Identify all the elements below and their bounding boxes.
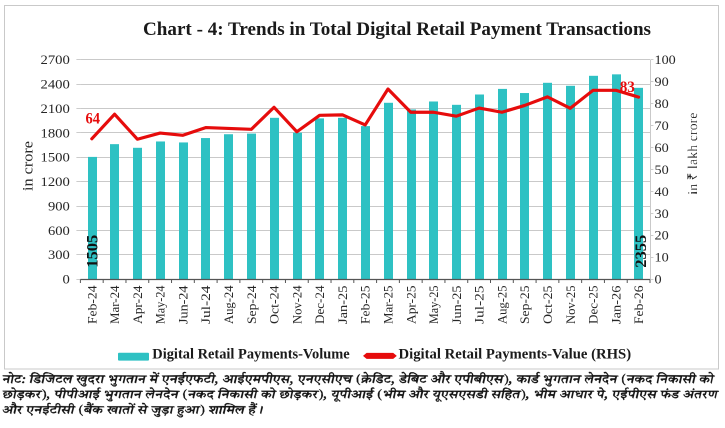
svg-text:2355: 2355 xyxy=(631,235,650,268)
svg-text:1505: 1505 xyxy=(82,235,101,268)
svg-text:2400: 2400 xyxy=(41,77,70,92)
svg-text:64: 64 xyxy=(85,111,100,128)
svg-text:Aug-25: Aug-25 xyxy=(495,286,509,325)
svg-text:40: 40 xyxy=(655,184,669,199)
svg-text:0: 0 xyxy=(655,272,662,287)
svg-text:50: 50 xyxy=(655,162,669,177)
svg-text:0: 0 xyxy=(63,272,70,287)
svg-text:2100: 2100 xyxy=(41,101,70,116)
svg-text:Aug-24: Aug-24 xyxy=(222,285,236,324)
svg-text:Dec-25: Dec-25 xyxy=(587,286,601,325)
svg-text:Mar-24: Mar-24 xyxy=(108,285,122,324)
svg-text:1800: 1800 xyxy=(41,125,70,140)
svg-text:in crore: in crore xyxy=(21,141,37,191)
svg-text:Nov-24: Nov-24 xyxy=(290,285,304,324)
svg-text:Jan-25: Jan-25 xyxy=(336,286,350,325)
svg-text:100: 100 xyxy=(655,52,676,67)
svg-text:1500: 1500 xyxy=(41,150,70,165)
svg-text:Jun-24: Jun-24 xyxy=(176,285,190,324)
svg-text:2700: 2700 xyxy=(41,52,70,67)
svg-text:Jan-26: Jan-26 xyxy=(609,286,623,325)
svg-text:10: 10 xyxy=(655,250,669,265)
svg-text:Jul-25: Jul-25 xyxy=(473,286,487,325)
svg-text:Jul-24: Jul-24 xyxy=(199,285,213,324)
svg-text:Dec-24: Dec-24 xyxy=(313,285,327,324)
svg-text:Feb-24: Feb-24 xyxy=(85,285,99,324)
svg-text:Oct-25: Oct-25 xyxy=(541,286,555,325)
svg-text:Digital Retail Payments-Value: Digital Retail Payments-Value (RHS) xyxy=(399,347,632,363)
svg-text:Apr-25: Apr-25 xyxy=(404,286,418,325)
svg-text:Apr-24: Apr-24 xyxy=(131,285,145,324)
svg-text:Chart - 4: Trends in Total Dig: Chart - 4: Trends in Total Digital Retai… xyxy=(143,19,651,40)
svg-text:600: 600 xyxy=(48,223,70,238)
svg-text:Feb-26: Feb-26 xyxy=(632,286,646,325)
svg-text:May-24: May-24 xyxy=(154,285,168,324)
svg-text:Sep-24: Sep-24 xyxy=(245,285,259,324)
svg-text:900: 900 xyxy=(48,198,70,213)
svg-text:Jun-25: Jun-25 xyxy=(450,286,464,325)
svg-text:70: 70 xyxy=(655,118,669,133)
svg-text:80: 80 xyxy=(655,96,669,111)
svg-text:60: 60 xyxy=(655,140,669,155)
svg-text:90: 90 xyxy=(655,74,669,89)
svg-text:Digital Retail Payments-Volume: Digital Retail Payments-Volume xyxy=(152,347,350,363)
svg-text:Feb-25: Feb-25 xyxy=(359,286,373,325)
svg-text:1200: 1200 xyxy=(41,174,70,189)
svg-text:Nov-25: Nov-25 xyxy=(564,286,578,325)
svg-text:30: 30 xyxy=(655,206,669,221)
svg-text:Oct-24: Oct-24 xyxy=(268,285,282,324)
svg-text:Sep-25: Sep-25 xyxy=(518,286,532,325)
svg-text:20: 20 xyxy=(655,228,669,243)
svg-text:300: 300 xyxy=(48,247,70,262)
svg-text:Mar-25: Mar-25 xyxy=(381,286,395,325)
svg-text:83: 83 xyxy=(620,79,636,96)
svg-text:May-25: May-25 xyxy=(427,286,441,325)
